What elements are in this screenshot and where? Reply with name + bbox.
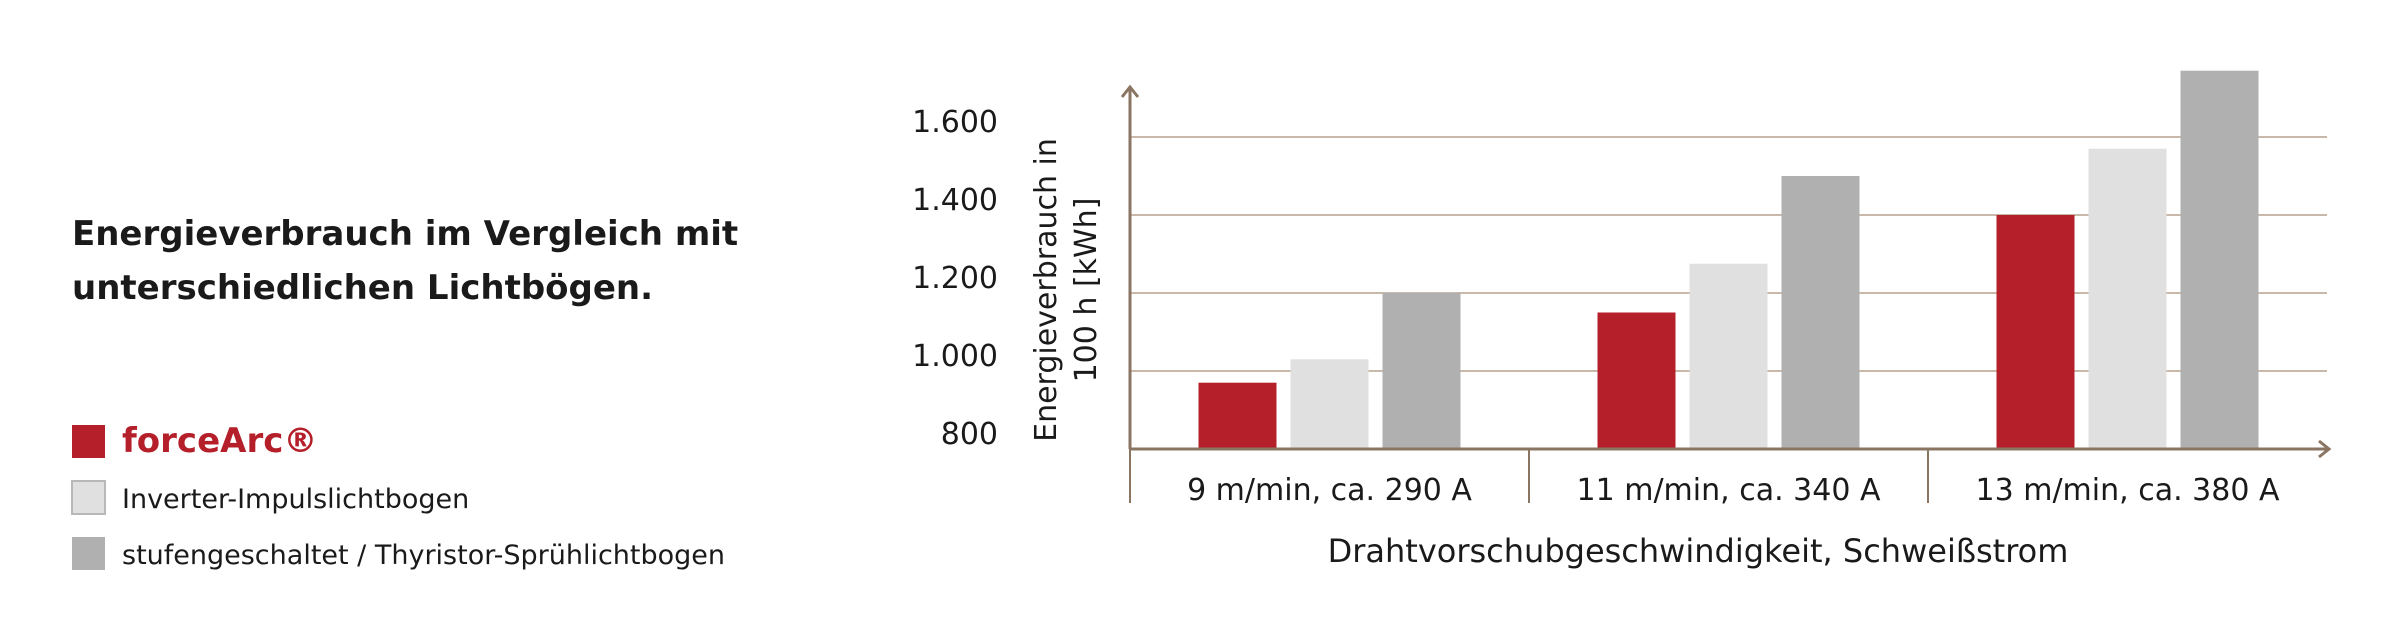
y-axis-title: Energieverbrauch in bbox=[1029, 138, 1064, 442]
bar bbox=[1290, 359, 1369, 449]
bar bbox=[1689, 263, 1768, 449]
bar bbox=[1382, 293, 1461, 449]
legend-swatch bbox=[72, 425, 105, 458]
x-tick-label: 9 m/min, ca. 290 A bbox=[1187, 473, 1472, 508]
y-tick-label: 1.000 bbox=[912, 339, 998, 374]
legend-label: forceArc® bbox=[122, 421, 317, 461]
y-tick-label: 1.200 bbox=[912, 261, 998, 296]
bar bbox=[2180, 70, 2259, 449]
chart: Energieverbrauch im Vergleich mit untersc… bbox=[71, 70, 2332, 571]
y-tick-label: 1.600 bbox=[912, 105, 998, 140]
bar bbox=[1597, 312, 1676, 449]
y-tick-label: 1.400 bbox=[912, 183, 998, 218]
bar bbox=[1781, 176, 1860, 449]
chart-title: unterschiedlichen Lichtbögen. bbox=[72, 268, 653, 308]
chart-title: Energieverbrauch im Vergleich mit bbox=[72, 214, 738, 254]
y-tick-label: 800 bbox=[941, 417, 998, 452]
x-tick-label: 11 m/min, ca. 340 A bbox=[1577, 473, 1881, 508]
legend-label: Inverter-Impulslichtbogen bbox=[122, 484, 469, 515]
bar bbox=[2088, 148, 2167, 449]
x-axis-title: Drahtvorschubgeschwindigkeit, Schweißstr… bbox=[1328, 532, 2069, 570]
bar bbox=[1996, 215, 2075, 449]
x-tick-label: 13 m/min, ca. 380 A bbox=[1976, 473, 2280, 508]
legend-label: stufengeschaltet / Thyristor-Sprühlichtb… bbox=[122, 540, 725, 571]
legend-swatch bbox=[72, 537, 105, 570]
bar bbox=[1198, 382, 1277, 449]
legend-swatch bbox=[71, 480, 106, 515]
y-axis-title: 100 h [kWh] bbox=[1069, 198, 1104, 383]
